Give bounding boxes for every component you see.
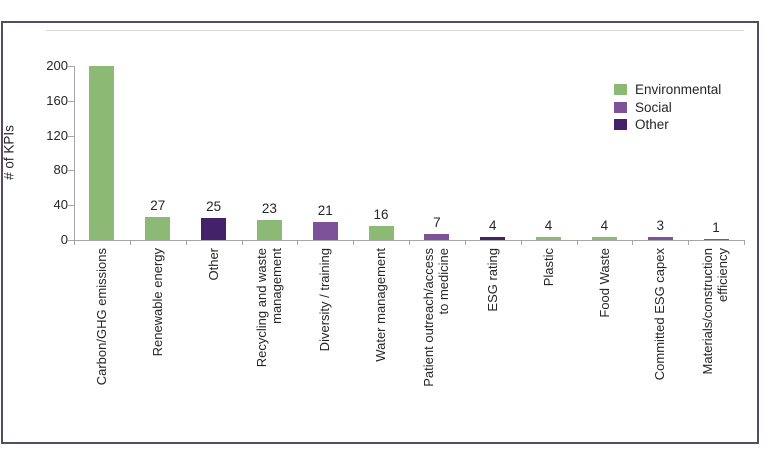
y-axis-title: # of KPIs xyxy=(1,125,17,180)
bar-value-label: 4 xyxy=(544,217,553,233)
x-tick-mark xyxy=(576,240,578,245)
category-label: Plastic xyxy=(540,248,556,287)
bar-10 xyxy=(647,237,673,240)
category-label: Carbon/GHG emissions xyxy=(93,248,109,386)
category-label: ESG rating xyxy=(484,248,500,312)
plot-top-border xyxy=(46,30,744,31)
x-tick-mark xyxy=(744,240,745,245)
bar-3 xyxy=(256,220,282,240)
y-tick-label: 80 xyxy=(53,162,68,178)
bar-2 xyxy=(201,218,227,241)
bar-6 xyxy=(424,233,450,240)
category-label: Diversity / training xyxy=(316,248,332,352)
x-tick-mark xyxy=(688,240,690,245)
y-tick-mark xyxy=(67,205,74,207)
y-tick-label: 200 xyxy=(46,58,68,73)
category-label: Renewable energy xyxy=(149,248,165,357)
bar-4 xyxy=(312,221,338,240)
bar-value-label: 3 xyxy=(656,218,664,234)
bar-1 xyxy=(145,216,171,240)
x-tick-mark xyxy=(297,240,299,245)
y-tick-label: 40 xyxy=(53,197,68,213)
y-axis-line xyxy=(74,66,75,241)
bar-value-label: 4 xyxy=(488,217,497,233)
category-label: Committed ESG capex xyxy=(651,248,667,381)
category-label: Food Waste xyxy=(596,248,612,318)
legend-item: Other xyxy=(614,116,721,134)
legend-label: Social xyxy=(635,99,672,115)
bar-0 xyxy=(89,66,115,240)
y-tick-label: 160 xyxy=(46,92,68,108)
category-label: Recycling and waste management xyxy=(253,248,284,368)
x-tick-mark xyxy=(520,240,522,245)
legend-label: Other xyxy=(635,117,669,133)
x-tick-mark xyxy=(409,240,410,245)
bar-7 xyxy=(480,236,506,240)
bar-9 xyxy=(591,236,617,240)
bar-value-label: 4 xyxy=(600,217,609,233)
x-tick-mark xyxy=(185,240,187,245)
category-label: Patient outreach/access to medicine xyxy=(421,248,451,387)
y-tick-mark xyxy=(67,66,74,67)
x-tick-mark xyxy=(241,240,243,245)
y-tick-label: 0 xyxy=(60,232,68,247)
legend-swatch-icon xyxy=(614,101,627,113)
category-label: Other xyxy=(205,248,221,281)
bar-value-label: 16 xyxy=(373,207,389,223)
y-tick-mark xyxy=(67,240,74,241)
legend-swatch-icon xyxy=(614,119,627,131)
bar-value-label: 27 xyxy=(150,197,166,213)
x-tick-mark xyxy=(464,240,466,245)
legend-label: Environmental xyxy=(635,82,722,98)
legend: Environmental Social Other xyxy=(614,81,721,134)
category-label: Materials/construction efficiency xyxy=(700,248,731,375)
bar-11 xyxy=(703,239,729,240)
legend-item: Environmental xyxy=(614,81,721,99)
y-tick-mark xyxy=(67,100,74,102)
bar-value-label: 7 xyxy=(433,214,441,230)
x-tick-mark xyxy=(353,240,355,245)
y-tick-mark xyxy=(67,170,74,172)
x-tick-mark xyxy=(74,240,75,245)
y-tick-mark xyxy=(67,135,74,137)
x-tick-mark xyxy=(632,240,634,245)
legend-swatch-icon xyxy=(614,84,627,96)
y-tick-label: 120 xyxy=(46,127,68,143)
bar-value-label: 21 xyxy=(317,202,333,218)
bar-5 xyxy=(368,226,394,240)
legend-item: Social xyxy=(614,99,721,117)
bar-value-label: 23 xyxy=(261,201,277,216)
bar-value-label: 25 xyxy=(206,199,222,215)
category-label: Water management xyxy=(372,248,388,362)
bar-8 xyxy=(536,236,562,240)
bar-value-label: 1 xyxy=(712,220,720,235)
x-tick-mark xyxy=(129,240,131,245)
